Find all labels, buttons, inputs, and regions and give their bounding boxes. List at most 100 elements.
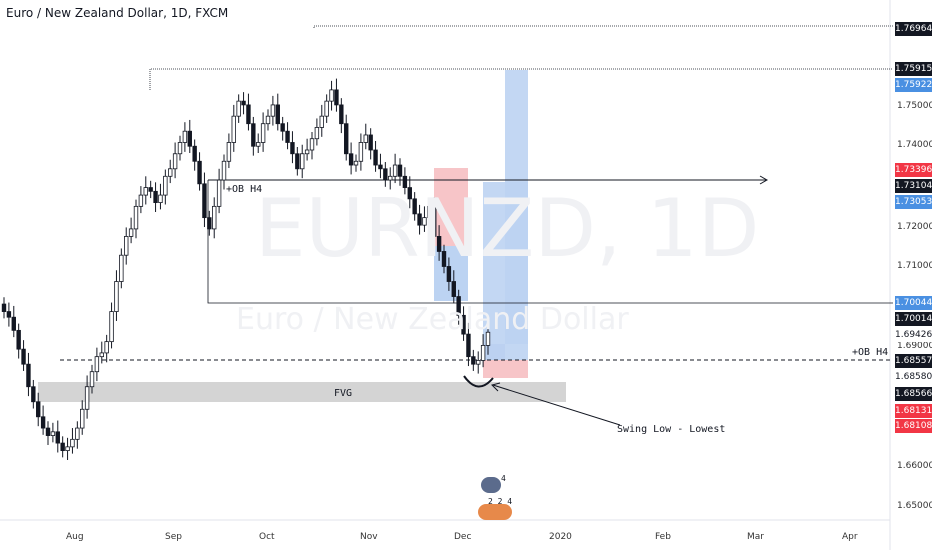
- candle-body: [31, 386, 36, 403]
- candle-body: [1, 303, 7, 312]
- fvg-label[interactable]: FVG: [334, 388, 353, 399]
- candle-body: [373, 149, 378, 166]
- ob-h4-lower-label[interactable]: +OB H4: [852, 347, 889, 358]
- price-label[interactable]: 1.75915: [895, 62, 932, 76]
- candle-body: [84, 386, 90, 410]
- swing-low-arrow: [492, 384, 621, 426]
- ideas-count: 4: [501, 474, 506, 483]
- candle-body: [99, 352, 104, 358]
- candle-body: [177, 142, 183, 155]
- time-tick: Apr: [842, 532, 858, 542]
- ideas-icon[interactable]: [478, 504, 512, 520]
- candle-body: [348, 153, 354, 166]
- candle-body: [265, 115, 271, 125]
- resistance-line-1[interactable]: [313, 25, 893, 28]
- candle-body: [60, 442, 65, 452]
- price-tick: 1.65000: [897, 501, 932, 511]
- price-label[interactable]: 1.68131: [895, 404, 932, 418]
- time-tick: 2020: [549, 532, 572, 542]
- candle-body: [26, 363, 31, 388]
- candle-body: [368, 134, 373, 151]
- ideas-count: 2 2 4: [488, 497, 513, 506]
- price-label[interactable]: 1.73396: [895, 163, 932, 177]
- price-label[interactable]: 1.70044: [895, 296, 932, 310]
- candle-body: [446, 266, 452, 282]
- candle-body: [397, 164, 403, 177]
- candle-body: [16, 329, 21, 350]
- candle-body: [295, 153, 300, 170]
- entry-zone-right: [483, 344, 505, 360]
- candle-body: [236, 100, 241, 117]
- price-label[interactable]: 1.69426: [895, 328, 932, 342]
- candle-body: [466, 333, 471, 358]
- swing-low-label[interactable]: Swing Low - Lowest: [617, 424, 726, 435]
- price-label[interactable]: 1.76964: [895, 22, 932, 36]
- price-tick: 1.71000: [897, 261, 932, 271]
- candle-body: [192, 145, 197, 162]
- swing-low-arrow-head: [491, 382, 501, 392]
- candle-body: [212, 205, 217, 230]
- price-tick: 1.72000: [897, 222, 932, 232]
- candle-body: [187, 130, 192, 147]
- candle-body: [168, 168, 173, 177]
- price-label[interactable]: 1.68566: [895, 387, 932, 401]
- price-tick: 1.75000: [897, 101, 932, 111]
- candle-body: [480, 344, 486, 361]
- time-tick: Mar: [747, 532, 764, 542]
- candle-body: [471, 356, 476, 365]
- ob-h4-upper-label[interactable]: +OB H4: [226, 184, 263, 195]
- target-zone-tall: [505, 70, 528, 360]
- candle-body: [226, 142, 232, 162]
- candle-body: [163, 175, 168, 196]
- candle-body: [275, 104, 280, 125]
- candle-body: [324, 100, 329, 117]
- candle-body: [231, 115, 236, 143]
- candle-body: [36, 401, 41, 418]
- candle-body: [256, 142, 261, 147]
- candle-body: [70, 438, 75, 448]
- candle-body: [309, 138, 315, 151]
- chart-title: Euro / New Zealand Dollar, 1D, FXCM: [6, 6, 229, 20]
- candle-body: [388, 175, 393, 181]
- candle-body: [270, 104, 276, 117]
- time-tick: Oct: [259, 532, 275, 542]
- candle-body: [138, 194, 144, 207]
- candle-body: [109, 311, 114, 343]
- ob-h4-arrow-head: [759, 175, 769, 185]
- candle-body: [119, 254, 124, 282]
- price-label[interactable]: 1.73104: [895, 179, 932, 193]
- stop-zone-left: [434, 168, 468, 246]
- candle-body: [329, 89, 334, 102]
- price-label[interactable]: 1.68557: [895, 354, 932, 368]
- candle-body: [412, 198, 417, 215]
- candle-body: [207, 217, 212, 230]
- candle-body: [363, 134, 368, 143]
- candle-body: [89, 371, 95, 388]
- swing-high-line[interactable]: [149, 68, 893, 90]
- candle-body: [456, 296, 461, 316]
- price-label[interactable]: 1.70014: [895, 312, 932, 326]
- candle-body: [202, 183, 207, 219]
- candle-body: [114, 281, 119, 312]
- candle-body: [334, 89, 339, 106]
- ideas-icon[interactable]: [481, 477, 501, 493]
- candle-body: [260, 123, 266, 143]
- stop-zone-right: [483, 360, 528, 378]
- candle-body: [11, 316, 16, 331]
- price-label[interactable]: 1.68580: [895, 370, 932, 384]
- time-tick: Aug: [66, 532, 84, 542]
- candle-body: [441, 251, 447, 267]
- swing-low-arc: [463, 375, 494, 388]
- candle-body: [50, 431, 56, 436]
- candle-body: [124, 236, 129, 256]
- price-label[interactable]: 1.73053: [895, 195, 932, 209]
- candle-body: [6, 311, 12, 318]
- candle-body: [451, 281, 456, 297]
- price-label[interactable]: 1.75922: [895, 78, 932, 92]
- candle-body: [461, 314, 466, 335]
- candle-body: [75, 427, 80, 440]
- candle-body: [427, 205, 432, 219]
- price-label[interactable]: 1.68108: [895, 419, 932, 433]
- candle-body: [143, 187, 148, 196]
